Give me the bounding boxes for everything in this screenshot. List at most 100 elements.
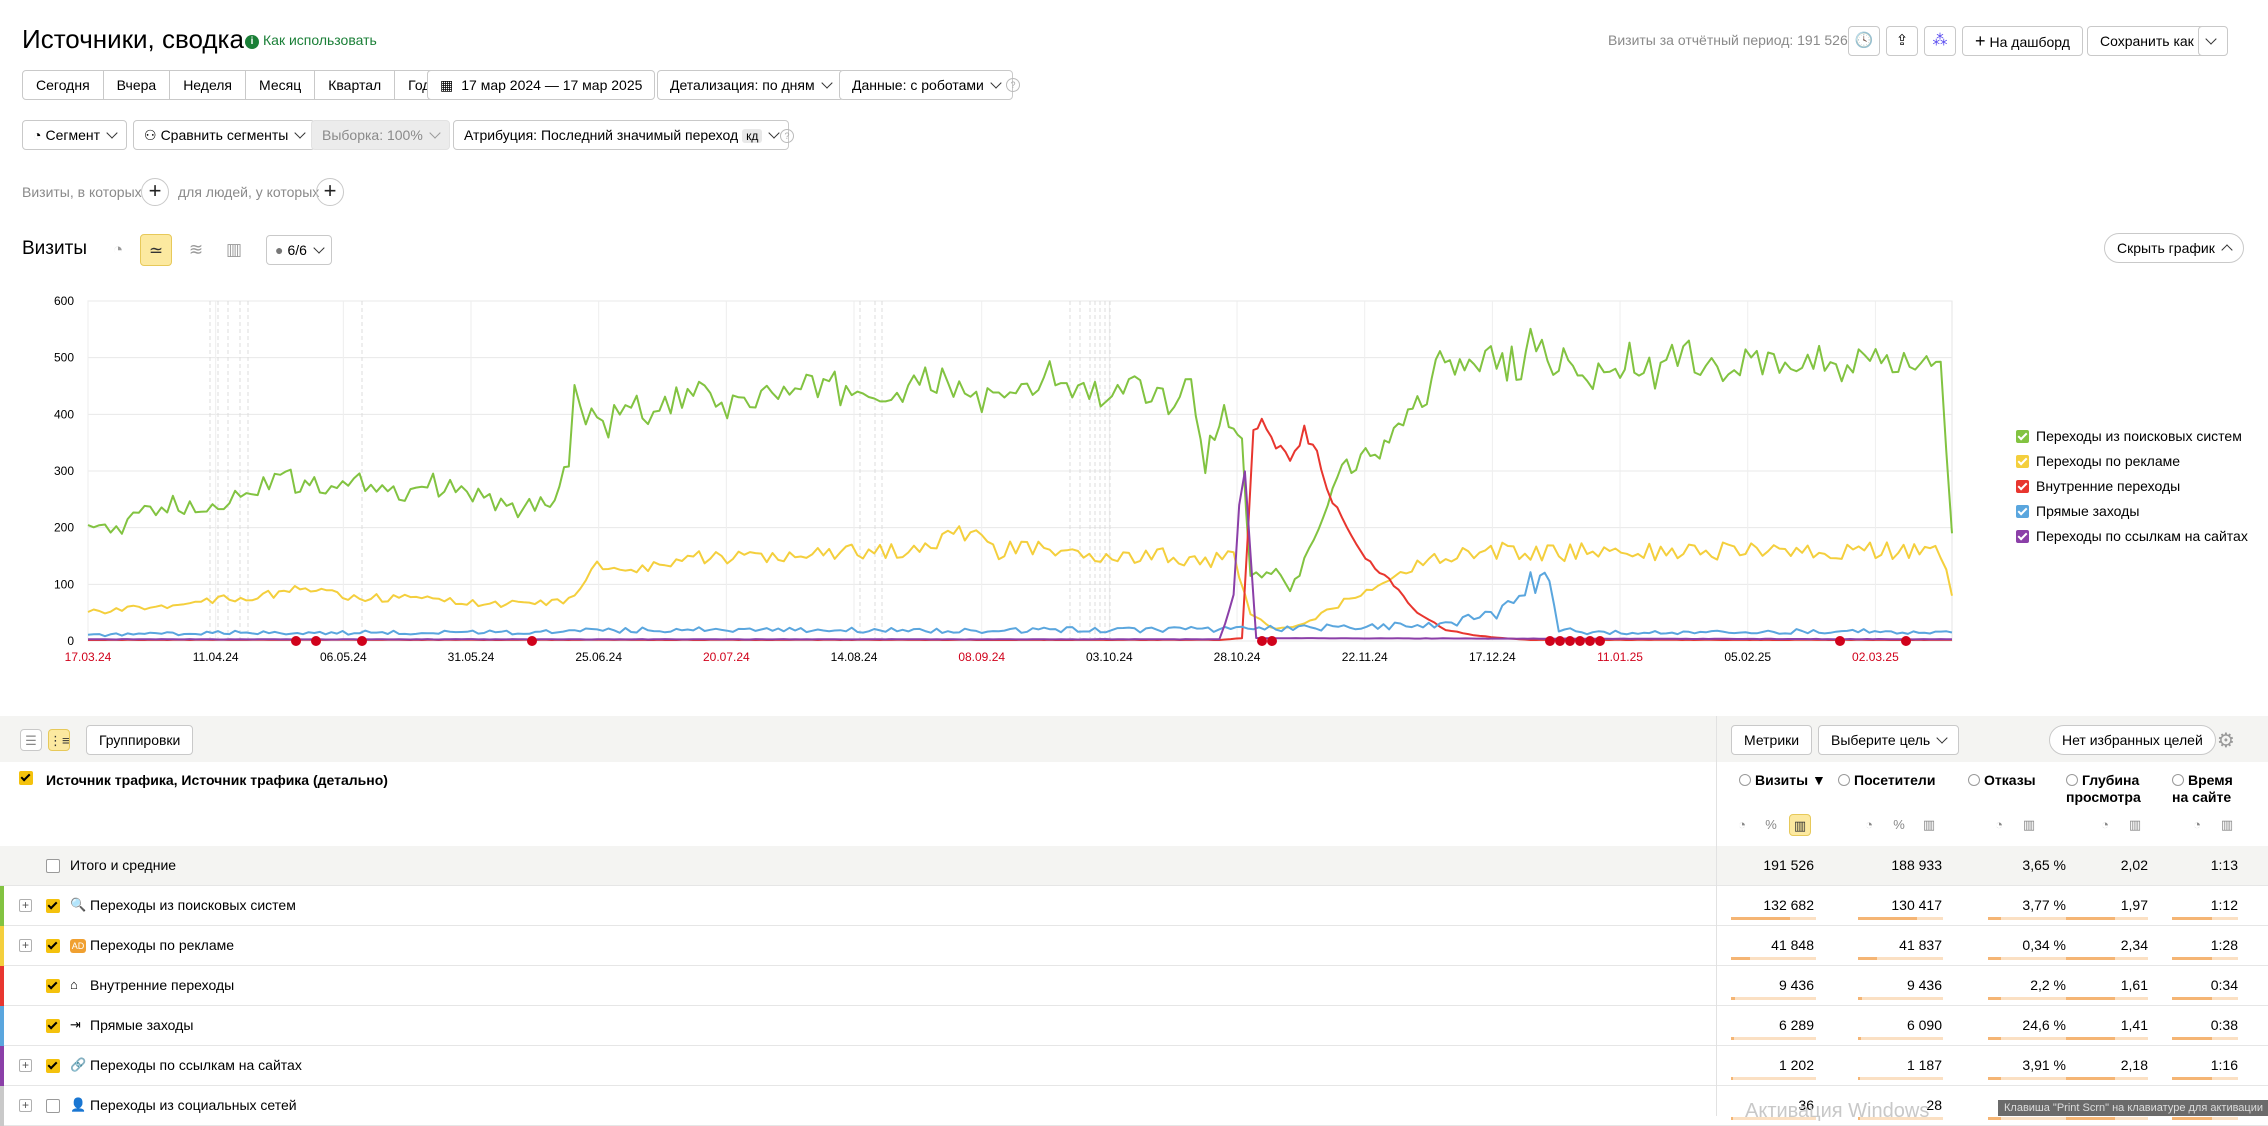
data-mode-dropdown[interactable]: Данные: с роботами — [839, 70, 1013, 100]
gear-icon[interactable]: ⚙ — [2217, 730, 2235, 752]
hide-chart-button[interactable]: Скрыть график — [2104, 233, 2244, 263]
goal-dropdown[interactable]: Выберите цель — [1818, 725, 1960, 755]
bar-chart-type[interactable]: ▥ — [225, 240, 243, 259]
tree-view-button[interactable]: ⋮≡ — [48, 729, 70, 751]
column-visitors[interactable]: Посетители — [1838, 772, 1935, 789]
row-checkbox[interactable] — [46, 1059, 60, 1073]
holiday-marker[interactable] — [291, 636, 301, 646]
holiday-marker[interactable] — [1565, 636, 1575, 646]
period-week[interactable]: Неделя — [170, 71, 247, 99]
help-icon[interactable]: ? — [780, 129, 794, 143]
bar-icon[interactable]: ▥ — [1922, 817, 1936, 832]
dimension-header[interactable]: Источник трафика, Источник трафика (дета… — [46, 772, 388, 788]
expand-row-button[interactable]: + — [19, 1059, 32, 1072]
column-visits[interactable]: Визиты ▼ — [1739, 772, 1826, 789]
assistant-button[interactable]: ⁂ — [1924, 26, 1956, 56]
row-checkbox[interactable] — [46, 1019, 60, 1033]
detail-dropdown[interactable]: Детализация: по дням — [657, 70, 844, 100]
holiday-marker[interactable] — [1267, 636, 1277, 646]
row-label[interactable]: Переходы из поисковых систем — [90, 897, 296, 913]
add-visit-filter-button[interactable]: + — [141, 178, 169, 206]
row-label[interactable]: Переходы из социальных сетей — [90, 1097, 297, 1113]
row-label[interactable]: Переходы по ссылкам на сайтах — [90, 1057, 302, 1073]
hide-chart-label: Скрыть график — [2117, 240, 2215, 256]
bar-icon[interactable]: ▥ — [2022, 817, 2036, 832]
help-icon[interactable]: ? — [1006, 78, 1020, 92]
export-button[interactable]: ⇪ — [1886, 26, 1918, 56]
table-row[interactable]: + 🔗 Переходы по ссылкам на сайтах 1 202 1 18… — [0, 1046, 2268, 1086]
compare-dropdown[interactable]: ⚇ Сравнить сегменты — [133, 120, 316, 150]
row-checkbox[interactable] — [46, 939, 60, 953]
segment-dropdown[interactable]: ◔ Сегмент — [22, 120, 128, 150]
expand-row-button[interactable]: + — [19, 1099, 32, 1112]
bar-icon[interactable]: ▥ — [2220, 817, 2234, 832]
add-people-filter-button[interactable]: + — [316, 178, 344, 206]
row-label[interactable]: Прямые заходы — [90, 1017, 194, 1033]
period-year[interactable]: Год — [408, 77, 431, 93]
line-chart-type[interactable]: ≃ — [140, 234, 172, 266]
metrics-button[interactable]: Метрики — [1731, 725, 1813, 755]
table-row[interactable]: + 🔍 Переходы из поисковых систем 132 682 130… — [0, 886, 2268, 926]
legend-item-search[interactable]: Переходы из поисковых систем — [2016, 424, 2248, 449]
holiday-marker[interactable] — [311, 636, 321, 646]
holiday-marker[interactable] — [1835, 636, 1845, 646]
expand-row-button[interactable]: + — [19, 899, 32, 912]
period-yesterday[interactable]: Вчера — [104, 71, 171, 99]
row-label[interactable]: Переходы по рекламе — [90, 937, 235, 953]
table-row[interactable]: ⇥ Прямые заходы 6 289 6 090 24,6 % 1,41 0:38 — [0, 1006, 2268, 1046]
pie-icon[interactable]: ◔ — [2101, 817, 2109, 832]
percent-icon[interactable]: % — [1765, 817, 1777, 832]
holiday-marker[interactable] — [1595, 636, 1605, 646]
row-label[interactable]: Внутренние переходы — [90, 977, 235, 993]
period-quarter[interactable]: Квартал — [315, 71, 396, 99]
to-dashboard-button[interactable]: + На дашборд — [1962, 26, 2083, 56]
row-checkbox[interactable] — [46, 979, 60, 993]
series-counter-dropdown[interactable]: ● 6/6 — [266, 235, 332, 265]
holiday-marker[interactable] — [1575, 636, 1585, 646]
howto-link[interactable]: i Как использовать — [245, 32, 377, 50]
row-checkbox[interactable] — [46, 899, 60, 913]
legend-item-direct[interactable]: Прямые заходы — [2016, 499, 2248, 524]
date-range-button[interactable]: ▦ 17 мар 2024 — 17 мар 2025 — [427, 70, 656, 100]
bar-icon[interactable]: ▥ — [2128, 817, 2142, 832]
attribution-dropdown[interactable]: Атрибуция: Последний значимый переход кд — [453, 120, 790, 150]
pie-icon[interactable]: ◔ — [1865, 817, 1873, 832]
select-all-checkbox[interactable] — [19, 771, 33, 785]
groupings-button[interactable]: Группировки — [86, 725, 194, 755]
legend-item-ads[interactable]: Переходы по рекламе — [2016, 449, 2248, 474]
pie-icon[interactable]: ◔ — [1995, 817, 2003, 832]
expand-row-button[interactable]: + — [19, 939, 32, 952]
list-view-button[interactable]: ☰ — [20, 729, 42, 751]
holiday-marker[interactable] — [1545, 636, 1555, 646]
period-today[interactable]: Сегодня — [23, 71, 104, 99]
y-tick-label: 600 — [54, 294, 74, 308]
holiday-marker[interactable] — [1901, 636, 1911, 646]
holiday-marker[interactable] — [527, 636, 537, 646]
column-depth[interactable]: Глубина просмотра — [2066, 772, 2141, 805]
table-row[interactable]: + AD Переходы по рекламе 41 848 41 837 0,34 %… — [0, 926, 2268, 966]
holiday-marker[interactable] — [1257, 636, 1267, 646]
pie-icon[interactable]: ◔ — [2193, 817, 2201, 832]
period-month[interactable]: Месяц — [246, 71, 316, 99]
page-title: Источники, сводка — [22, 24, 244, 54]
column-bounces[interactable]: Отказы — [1968, 772, 2036, 789]
legend-item-internal[interactable]: Внутренние переходы — [2016, 474, 2248, 499]
row-checkbox[interactable] — [46, 859, 60, 873]
history-button[interactable]: 🕓 — [1848, 26, 1880, 56]
legend-item-links[interactable]: Переходы по ссылкам на сайтах — [2016, 524, 2248, 549]
row-checkbox[interactable] — [46, 1099, 60, 1113]
holiday-marker[interactable] — [357, 636, 367, 646]
cell-bar — [1731, 957, 1816, 960]
save-as-dropdown[interactable] — [2198, 26, 2228, 56]
area-chart-type[interactable]: ≋ — [188, 240, 204, 259]
favorite-goals-button[interactable]: Нет избранных целей — [2049, 725, 2216, 755]
table-row[interactable]: ⌂ Внутренние переходы 9 436 9 436 2,2 % 1,61 0… — [0, 966, 2268, 1006]
column-time[interactable]: Время на сайте — [2172, 772, 2233, 805]
sample-dropdown[interactable]: Выборка: 100% — [311, 120, 450, 150]
pie-chart-type[interactable]: ◔ — [112, 240, 124, 259]
percent-icon[interactable]: % — [1893, 817, 1905, 832]
bar-icon[interactable]: ▥ — [1789, 814, 1811, 836]
holiday-marker[interactable] — [1585, 636, 1595, 646]
pie-icon[interactable]: ◔ — [1738, 817, 1746, 832]
holiday-marker[interactable] — [1555, 636, 1565, 646]
